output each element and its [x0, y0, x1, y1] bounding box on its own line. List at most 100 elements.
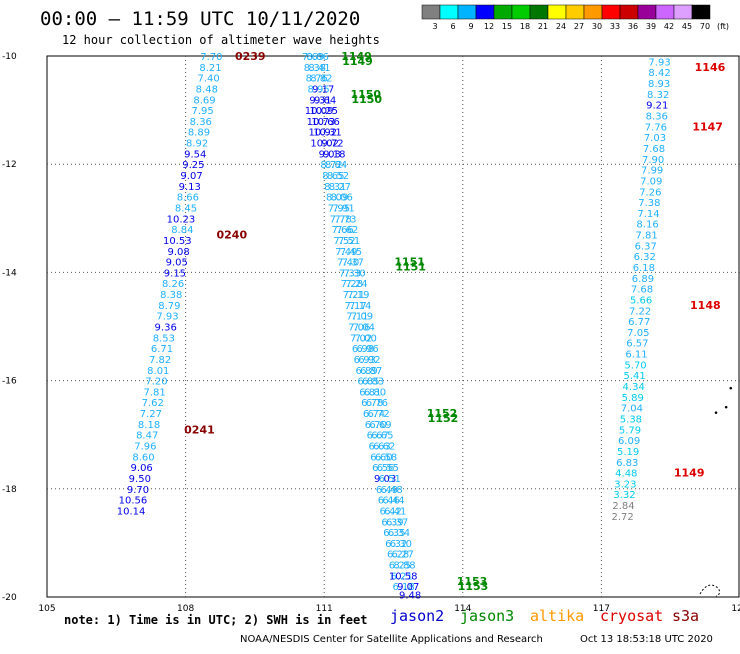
- colorbar-label: 33: [610, 22, 620, 31]
- swh-label: 8.69: [193, 95, 215, 106]
- swh-label: 7.78: [330, 214, 352, 225]
- swh-label: 7.14: [637, 209, 659, 220]
- y-tick-label: -12: [2, 160, 17, 170]
- swh-label: 7.11: [346, 312, 368, 323]
- swh-label: 8.06: [331, 193, 353, 204]
- swh-label: 6.80: [364, 387, 386, 398]
- swh-label: 9.48: [399, 590, 421, 601]
- colorbar-label: 12: [484, 22, 494, 31]
- swh-label: 7.93: [156, 312, 178, 323]
- swh-label: 9.18: [323, 149, 345, 160]
- swh-label: 7.95: [328, 203, 350, 214]
- swh-label: 7.91: [332, 203, 354, 214]
- swh-label: 6.89: [356, 366, 378, 377]
- colorbar-label: 45: [682, 22, 692, 31]
- swh-label: 3.23: [614, 479, 636, 490]
- colorbar-swatch: [457, 4, 477, 20]
- legend-cryosat: cryosat: [600, 607, 664, 625]
- swh-label: 8.84: [325, 160, 347, 171]
- swh-label: 8.93: [648, 79, 670, 90]
- time-label: 1147: [692, 120, 723, 133]
- swh-label: 5.89: [622, 393, 644, 404]
- island-mark: •: [728, 384, 733, 394]
- swh-label: 6.57: [626, 339, 648, 350]
- swh-label: 7.99: [641, 166, 663, 177]
- y-tick-label: -16: [2, 377, 17, 387]
- swh-label: 7.03: [644, 133, 666, 144]
- time-label-shadow: 1149: [342, 55, 373, 68]
- swh-label: 7.68: [631, 285, 653, 296]
- swh-label: 8.52: [327, 171, 349, 182]
- swh-label: 8.82: [310, 74, 332, 85]
- swh-label: 9.72: [321, 139, 343, 150]
- swh-label: 9.50: [129, 474, 151, 485]
- swh-label: 7.45: [340, 247, 362, 258]
- swh-label: 9.07: [180, 171, 202, 182]
- swh-label: 8.45: [175, 203, 197, 214]
- time-label: 0240: [216, 229, 247, 242]
- x-tick-label: 114: [454, 604, 471, 614]
- swh-label: 6.09: [618, 436, 640, 447]
- colorbar-swatch: [619, 4, 639, 20]
- swh-label: 6.46: [378, 496, 400, 507]
- legend-altika: altika: [530, 607, 585, 625]
- colorbar-swatch: [673, 4, 693, 20]
- swh-label: 6.51: [379, 474, 401, 485]
- colorbar-swatch: [475, 4, 495, 20]
- swh-label: 8.47: [136, 431, 158, 442]
- colorbar-swatch: [601, 4, 621, 20]
- colorbar-swatch: [655, 4, 675, 20]
- swh-label: 7.30: [344, 268, 366, 279]
- swh-label: 6.37: [386, 517, 408, 528]
- swh-label: 8.89: [188, 128, 210, 139]
- swh-label: 7.49: [335, 247, 357, 258]
- colorbar-swatch: [511, 4, 531, 20]
- swh-label: 6.76: [366, 398, 388, 409]
- swh-label: 5.41: [623, 371, 645, 382]
- swh-label: 5.19: [617, 447, 639, 458]
- colorbar-label: 18: [520, 22, 530, 31]
- x-tick-label: 108: [177, 604, 194, 614]
- swh-label: 8.79: [158, 301, 180, 312]
- swh-label: 8.09: [326, 193, 348, 204]
- colorbar-label: 21: [538, 22, 548, 31]
- swh-label: 8.16: [636, 220, 658, 231]
- swh-label: 8.60: [132, 452, 154, 463]
- swh-label: 6.32: [385, 539, 407, 550]
- swh-label: 10.31: [313, 128, 342, 139]
- swh-label: 8.31: [324, 182, 346, 193]
- colorbar-label: 9: [468, 22, 473, 31]
- swh-label: 8.65: [322, 171, 344, 182]
- footer-credit: NOAA/NESDIS Center for Satellite Applica…: [240, 634, 543, 645]
- swh-label: 9.05: [166, 258, 188, 269]
- swh-label: 7.73: [334, 214, 356, 225]
- swh-label: 10.09: [305, 106, 334, 117]
- swh-label: 8.21: [199, 63, 221, 74]
- swh-label: 8.36: [646, 112, 668, 123]
- swh-label: 6.78: [361, 398, 383, 409]
- legend-s3a: s3a: [672, 607, 700, 625]
- swh-label: 7.14: [349, 301, 371, 312]
- swh-label: 6.77: [628, 317, 650, 328]
- swh-label: 9.70: [127, 485, 149, 496]
- swh-label: 7.04: [353, 323, 375, 334]
- swh-label: 7.33: [339, 268, 361, 279]
- legend-jason2: jason2: [390, 607, 445, 625]
- swh-label: 6.83: [616, 458, 638, 469]
- swh-label: 7.68: [643, 144, 665, 155]
- swh-label: 6.34: [388, 528, 410, 539]
- x-tick-label: 120: [731, 604, 740, 614]
- swh-label: 7.00: [355, 333, 377, 344]
- swh-label: 9.21: [646, 101, 668, 112]
- time-label-shadow: 1150: [351, 93, 382, 106]
- swh-label: 7.21: [343, 290, 365, 301]
- swh-label: 5.66: [630, 295, 652, 306]
- swh-label: 8.53: [153, 333, 175, 344]
- swh-label: 7.05: [627, 328, 649, 339]
- swh-label: 9.03: [319, 149, 341, 160]
- swh-label: 6.67: [367, 431, 389, 442]
- swh-label: 6.41: [384, 506, 406, 517]
- swh-label: 6.71: [151, 344, 173, 355]
- swh-label: 7.51: [338, 236, 360, 247]
